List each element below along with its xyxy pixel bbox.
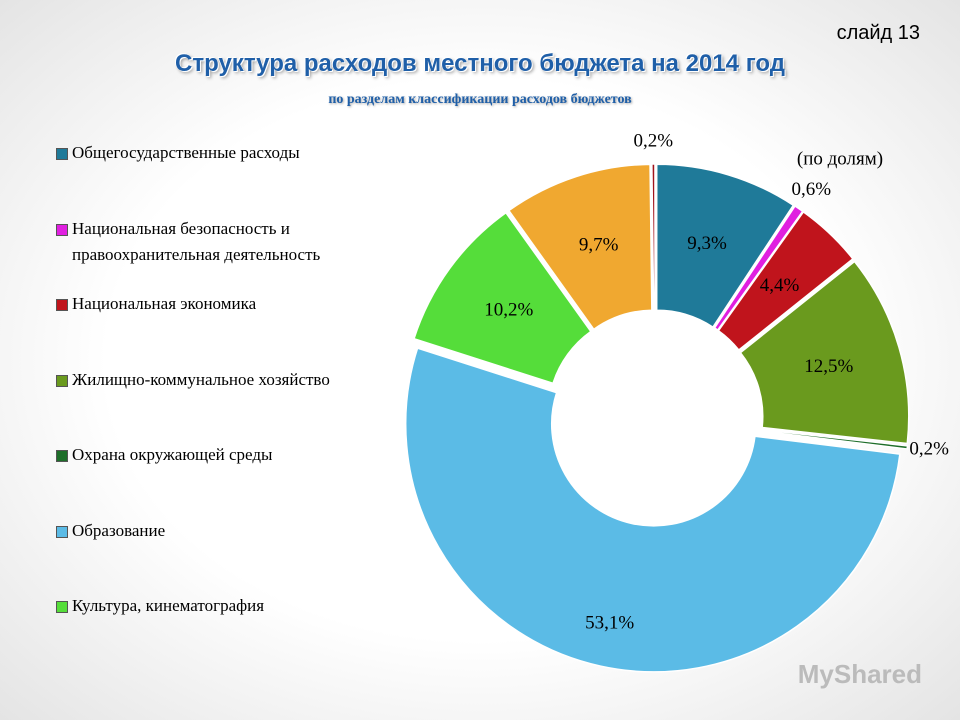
legend-swatch <box>56 525 68 538</box>
annotation: (по долям) <box>797 148 883 169</box>
legend-label: Образование <box>72 520 166 540</box>
donut-segment <box>507 163 653 331</box>
legend-label: Общегосударственные расходы <box>72 143 300 162</box>
data-label: 0,6% <box>792 179 832 200</box>
donut-segment <box>761 429 909 450</box>
data-label: 53,1% <box>585 612 634 633</box>
legend-swatch <box>56 223 68 236</box>
donut-segment <box>739 260 910 445</box>
data-label: 0,2% <box>633 130 673 151</box>
legend-item: Образование <box>56 518 361 544</box>
chart-subtitle: по разделам классификации расходов бюдже… <box>328 92 632 107</box>
legend-swatch <box>56 601 68 613</box>
legend-item: Охрана окружающей среды <box>56 442 361 468</box>
data-label: 9,7% <box>579 234 619 255</box>
donut-segment <box>713 205 804 332</box>
donut-segment <box>717 210 854 352</box>
data-label: 10,2% <box>484 300 533 321</box>
data-label: 12,5% <box>804 356 853 377</box>
legend-item: Национальная экономика <box>56 291 361 317</box>
slide-label: слайд 13 <box>836 22 920 44</box>
legend-item: Культура, кинематография <box>56 593 361 619</box>
donut-segment <box>404 347 901 673</box>
legend-label: Охрана окружающей среды <box>72 445 273 464</box>
legend-item: Национальная безопасность и правоохранит… <box>56 216 361 268</box>
legend-swatch <box>56 299 68 311</box>
data-label: 4,4% <box>760 275 800 296</box>
watermark: MyShared <box>797 659 922 689</box>
chart-title: Структура расходов местного бюджета на 2… <box>175 50 785 77</box>
legend-label: Культура, кинематография <box>72 596 265 615</box>
data-label: 0,2% <box>909 438 949 459</box>
legend-swatch <box>56 148 68 160</box>
donut-segment <box>651 163 656 311</box>
legend-item: Общегосударственные расходы <box>56 140 361 166</box>
legend-label: Национальная безопасность и правоохранит… <box>72 218 321 264</box>
legend-swatch <box>56 374 68 387</box>
title-box: Структура расходов местного бюджета на 2… <box>175 48 785 116</box>
legend-label: Жилищно-коммунальное хозяйство <box>72 369 330 389</box>
legend-item: Жилищно-коммунальное хозяйство <box>56 367 361 393</box>
donut-segment <box>655 163 795 329</box>
data-label: 9,3% <box>687 233 727 254</box>
donut-segment <box>413 211 592 385</box>
legend-label: Национальная экономика <box>72 294 257 313</box>
legend-swatch <box>56 450 68 462</box>
